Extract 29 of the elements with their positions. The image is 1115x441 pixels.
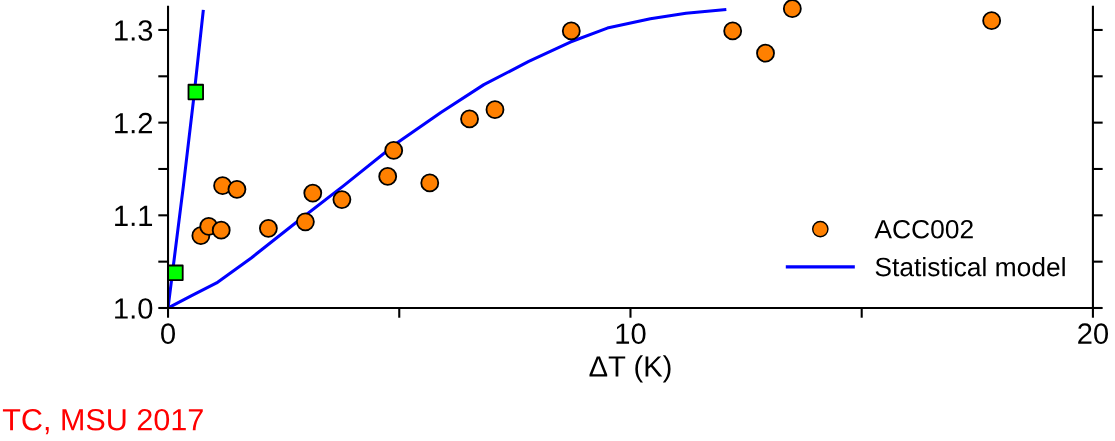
y-tick-label: 1.2: [115, 112, 152, 134]
text: TC, MSU 2017: [2, 408, 203, 435]
point: [187, 83, 204, 101]
x-tick-label: 0: [161, 323, 175, 344]
point: [756, 43, 775, 63]
y-tick-label: 1.1: [115, 205, 153, 226]
point: [782, 0, 802, 19]
point: [561, 21, 581, 41]
point: [211, 220, 231, 240]
point: [982, 11, 1002, 31]
point: [332, 190, 352, 209]
y-tick-label: 1.3: [115, 20, 153, 41]
point: [460, 109, 479, 129]
point: [303, 183, 323, 203]
legend-label: ACC002: [874, 219, 973, 239]
point: [723, 21, 743, 41]
point: [485, 100, 505, 120]
point: [227, 179, 247, 199]
x-tick-label: 20: [1078, 323, 1108, 344]
point: [378, 166, 398, 186]
x-axis-title: ΔT (K): [589, 355, 671, 383]
x-tick-label: 10: [616, 323, 646, 344]
point: [167, 264, 184, 281]
point: [384, 141, 404, 160]
point: [258, 218, 278, 238]
point: [295, 212, 315, 232]
legend-label: Statistical model: [875, 257, 1065, 277]
point: [420, 173, 440, 193]
y-tick-label: 1.0: [115, 298, 153, 319]
